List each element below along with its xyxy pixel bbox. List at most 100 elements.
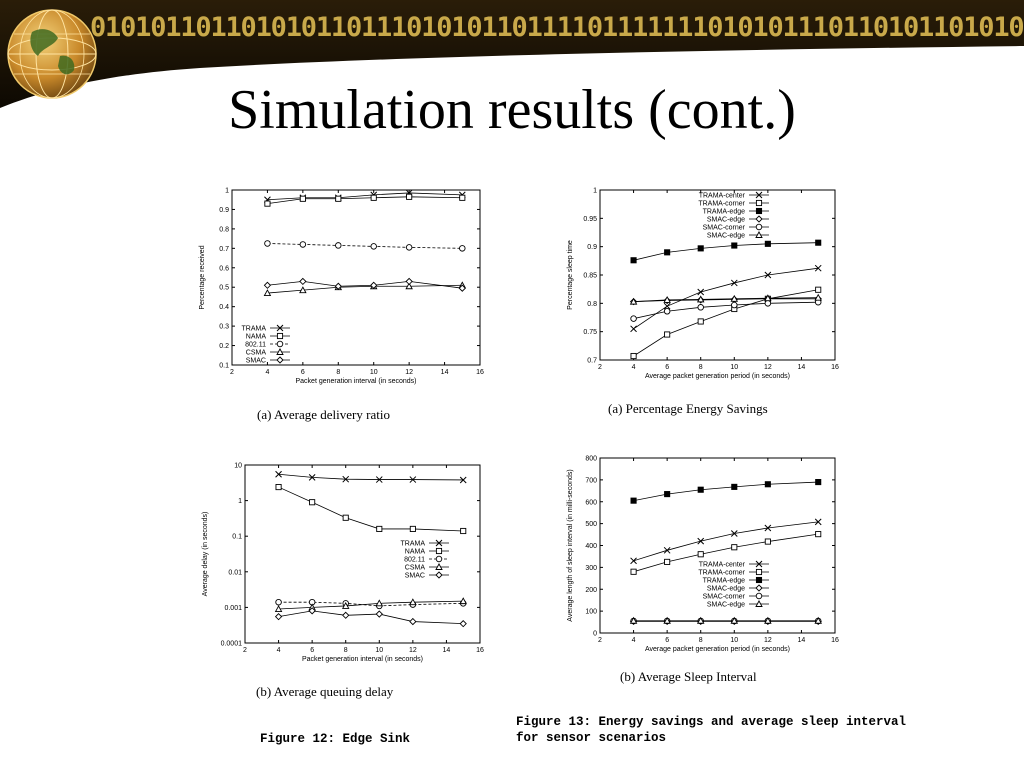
series-line	[267, 192, 463, 201]
y-tick-label: 0.3	[219, 324, 229, 331]
caption-sleep-interval: (b) Average Sleep Interval	[620, 669, 757, 684]
x-tick-label: 10	[730, 637, 738, 644]
data-point	[630, 352, 637, 360]
data-point	[375, 610, 383, 618]
data-point	[299, 241, 307, 248]
series-line	[278, 473, 464, 481]
legend-marker	[276, 332, 284, 340]
data-point	[663, 302, 671, 310]
data-point	[405, 277, 413, 286]
x-tick-label: 6	[301, 369, 305, 376]
y-tick-label: 0.4	[219, 304, 229, 311]
data-point	[342, 514, 349, 521]
y-axis-label: Average delay (in seconds)	[202, 512, 209, 597]
data-point	[299, 286, 307, 294]
header-band	[0, 0, 1024, 108]
x-tick-label: 4	[265, 369, 269, 376]
legend-marker	[755, 576, 763, 584]
data-point	[334, 282, 342, 290]
x-tick-label: 14	[441, 369, 449, 376]
data-point	[814, 264, 822, 272]
data-point	[263, 289, 272, 297]
x-tick-label: 6	[665, 637, 669, 644]
legend-label: TRAMA-corner	[698, 570, 745, 577]
x-tick-label: 14	[798, 637, 806, 644]
x-axis-label: Packet generation interval (in seconds)	[302, 656, 423, 663]
x-tick-label: 10	[375, 647, 383, 654]
series-line	[633, 298, 819, 303]
series-line	[633, 533, 819, 573]
y-tick-label: 0.85	[583, 273, 597, 280]
legend-label: SMAC-corner	[703, 225, 746, 232]
data-point	[697, 551, 704, 558]
data-point	[764, 524, 772, 532]
series-smac-corner	[630, 298, 822, 322]
data-point	[697, 537, 705, 545]
queuing-delay-chart: 2 4 6 8 10 12 14 16 0.0001 0.001 0.01 0.1 1 10 Packet …	[202, 463, 484, 664]
data-point	[663, 295, 671, 303]
legend-marker	[435, 539, 443, 547]
legend-label: SMAC-edge	[707, 586, 745, 593]
series-trama	[264, 189, 466, 204]
caption-queuing: (b) Average queuing delay	[256, 684, 394, 699]
legend-marker	[755, 592, 763, 600]
data-point	[663, 546, 671, 554]
x-tick-label: 4	[632, 637, 636, 644]
legend-label: SMAC	[246, 358, 266, 365]
data-point	[299, 277, 307, 286]
legend-label: SMAC-edge	[707, 217, 745, 224]
y-tick-label: 0.8	[587, 301, 597, 308]
y-tick-label: 0.75	[583, 329, 597, 336]
data-point	[263, 281, 272, 289]
data-point	[459, 597, 467, 605]
data-point	[630, 497, 637, 504]
caption-energy: (a) Percentage Energy Savings	[608, 401, 768, 416]
x-tick-label: 16	[476, 369, 484, 376]
legend-marker	[755, 191, 763, 199]
data-point	[697, 318, 704, 325]
data-point	[274, 605, 283, 612]
x-tick-label: 10	[370, 369, 378, 376]
series-line	[278, 600, 464, 610]
y-tick-label: 100	[585, 609, 597, 616]
legend-label: TRAMA-center	[699, 562, 746, 569]
legend-label: 802.11	[245, 342, 266, 349]
data-point	[308, 473, 316, 481]
data-point	[814, 518, 822, 526]
data-point	[460, 527, 467, 535]
data-point	[696, 295, 705, 303]
series-line	[633, 289, 819, 357]
binary-banner: 0101011011010101101110101011011110111111…	[90, 12, 1024, 43]
x-tick-label: 10	[730, 364, 738, 371]
y-tick-label: 0.6	[219, 265, 229, 272]
legend-marker	[276, 348, 284, 355]
y-tick-label: 0.95	[583, 216, 597, 223]
series-trama-edge	[630, 239, 822, 264]
data-point	[275, 598, 282, 606]
y-tick-label: 1	[593, 188, 597, 195]
legend-label: SMAC	[405, 573, 425, 580]
legend-label: CSMA	[405, 565, 426, 572]
data-point	[264, 200, 271, 207]
legend-label: TRAMA-center	[699, 193, 746, 200]
data-point	[731, 483, 738, 490]
data-point	[764, 616, 772, 624]
legend-label: TRAMA-edge	[703, 578, 746, 585]
y-tick-label: 1	[238, 498, 242, 505]
series-line	[633, 297, 819, 303]
x-tick-label: 4	[277, 647, 281, 654]
series-line	[267, 280, 463, 289]
data-point	[697, 486, 704, 493]
y-tick-label: 0.7	[587, 358, 597, 365]
data-point	[405, 282, 413, 290]
y-tick-label: 200	[585, 587, 597, 594]
x-tick-label: 16	[831, 637, 839, 644]
series-csma	[263, 281, 467, 297]
y-tick-label: 0.2	[219, 343, 229, 350]
series-csma	[274, 597, 467, 612]
y-tick-label: 500	[585, 521, 597, 528]
caption-delivery: (a) Average delivery ratio	[257, 407, 390, 422]
data-point	[370, 194, 377, 201]
data-point	[630, 568, 637, 575]
data-point	[764, 538, 771, 545]
